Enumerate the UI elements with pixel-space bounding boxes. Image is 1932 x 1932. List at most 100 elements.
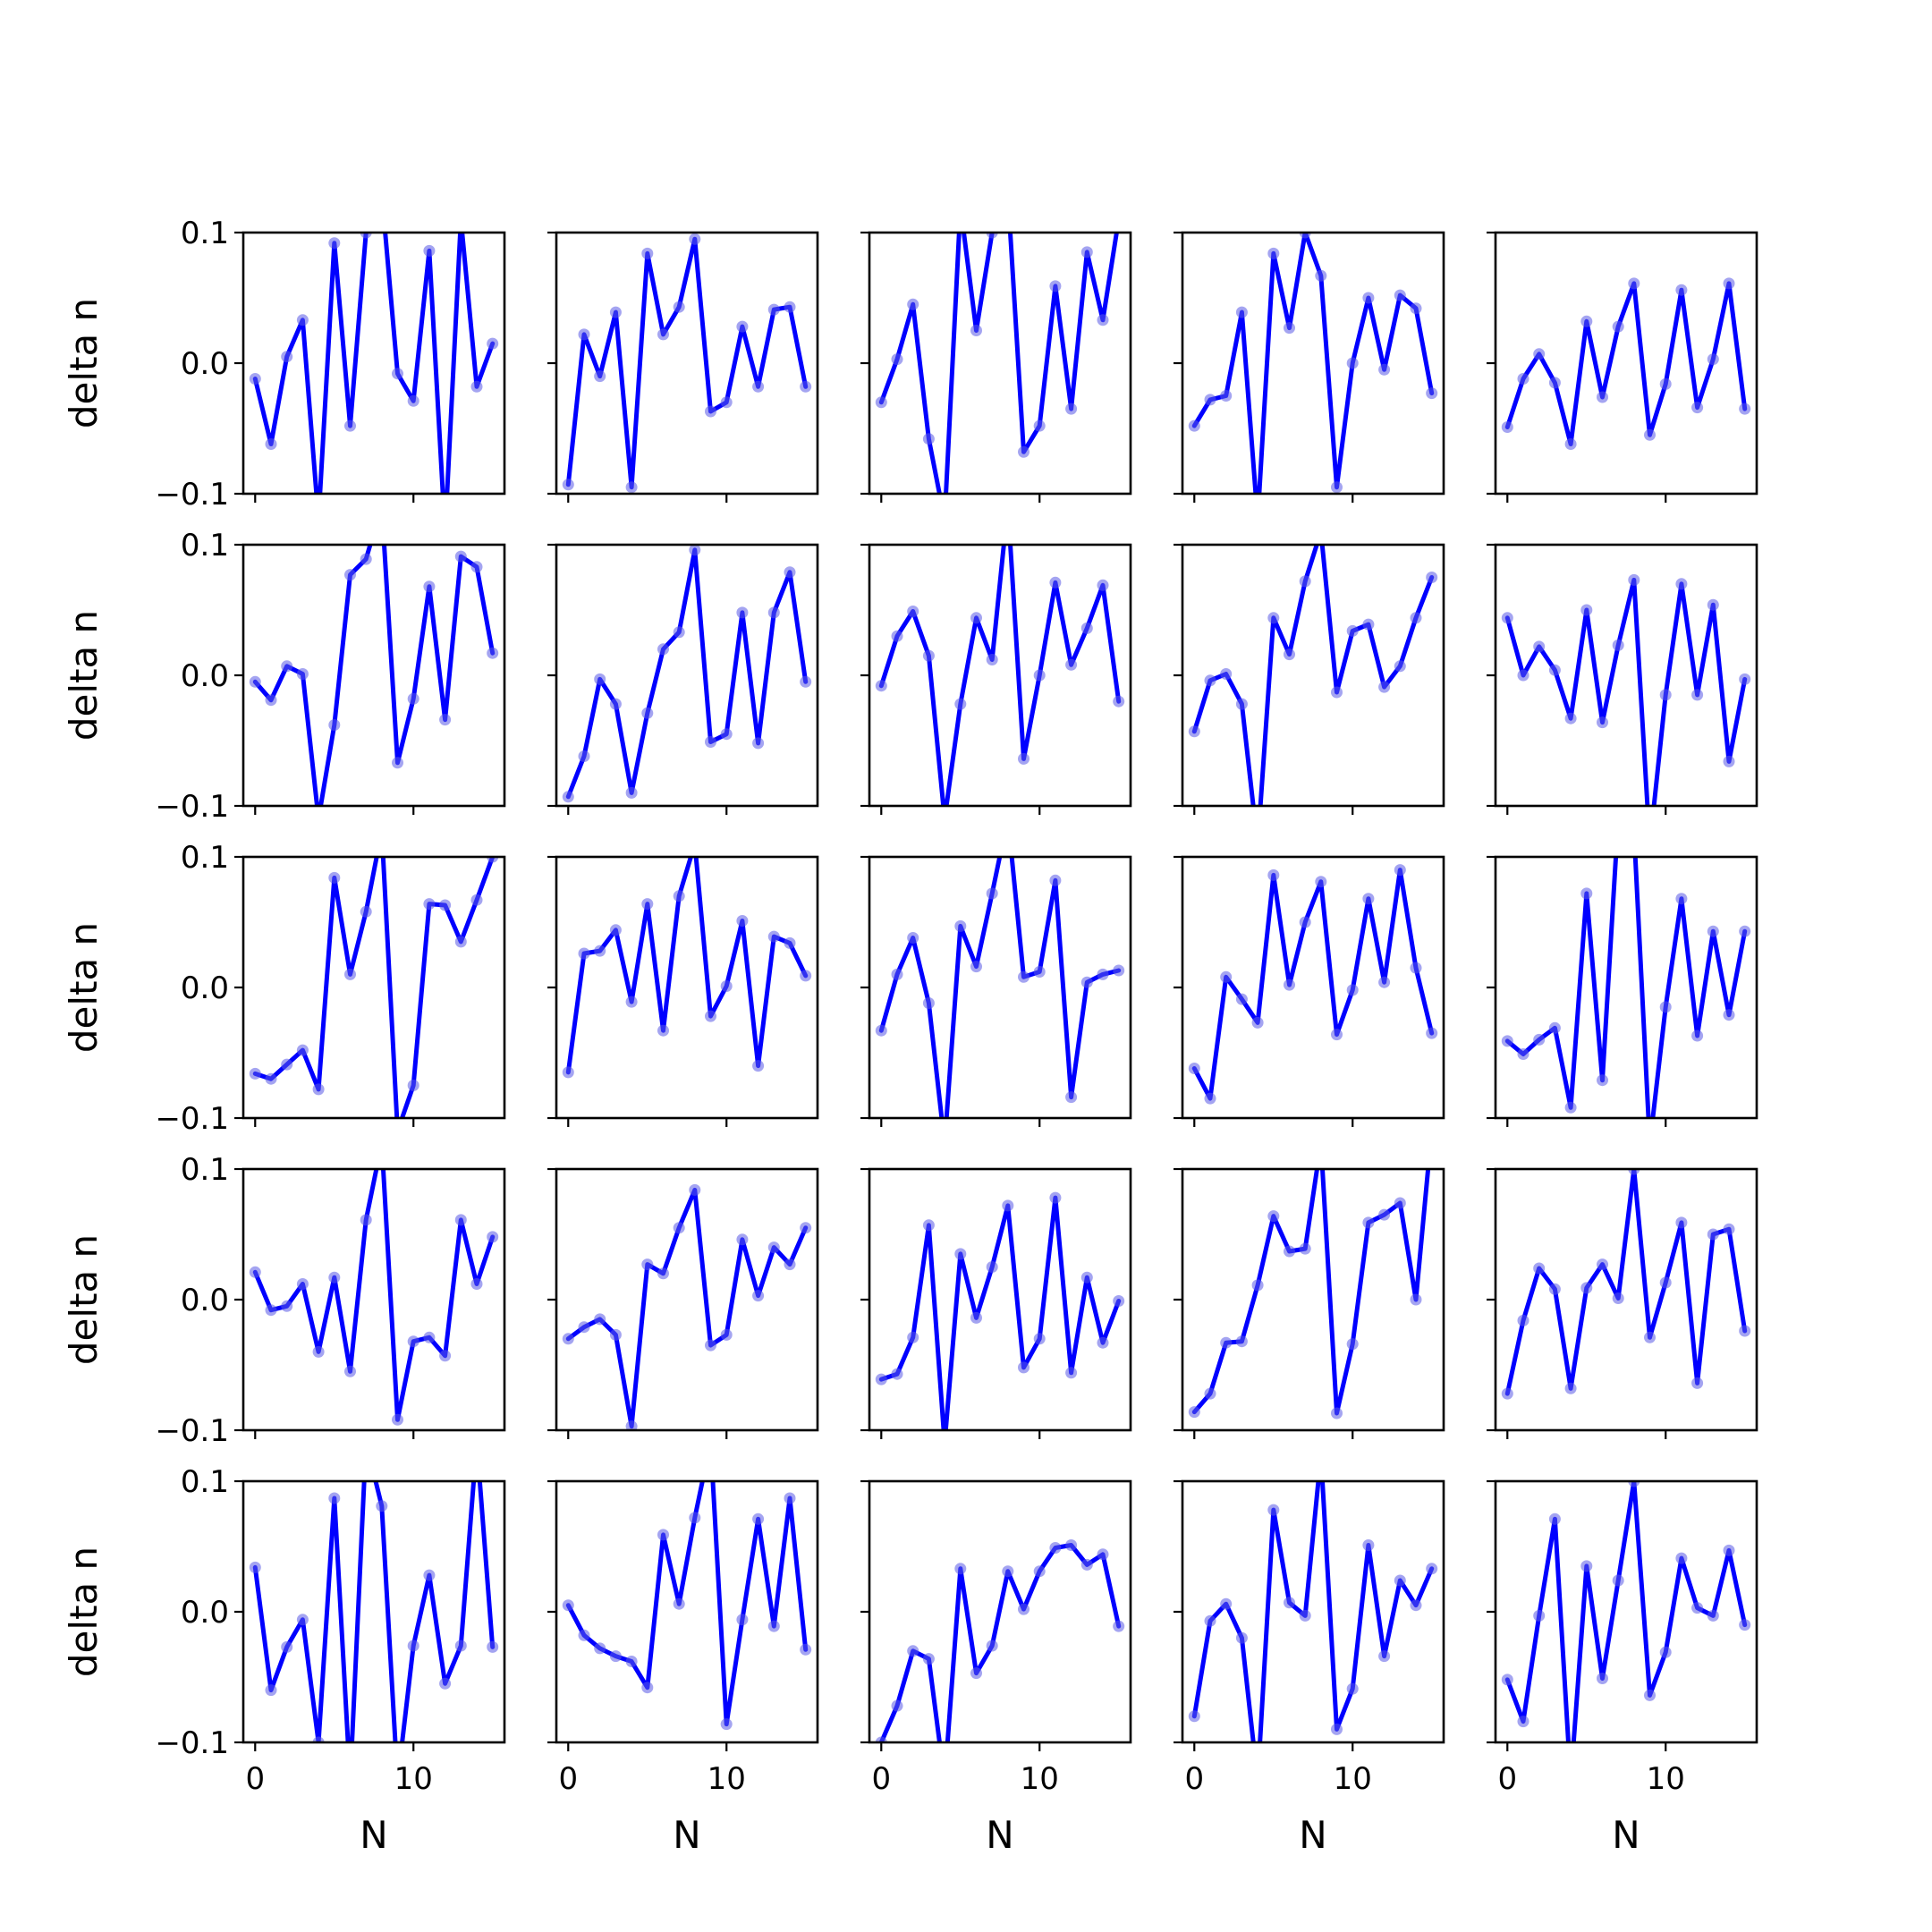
subplot-r5-c2: 0 10N bbox=[547, 1479, 819, 1857]
data-point bbox=[1097, 1548, 1109, 1561]
data-point bbox=[1220, 1597, 1233, 1610]
data-point bbox=[673, 626, 685, 639]
data-point bbox=[907, 606, 919, 617]
data-point bbox=[800, 675, 812, 688]
y-tick-label: −0.1 bbox=[155, 1725, 229, 1761]
x-tick-label: 0 bbox=[871, 1761, 891, 1797]
data-point bbox=[641, 707, 654, 719]
y-axis-label: delta n bbox=[62, 298, 106, 428]
data-point bbox=[1394, 660, 1406, 673]
y-axis-label: delta n bbox=[62, 922, 106, 1053]
data-point bbox=[471, 1436, 483, 1448]
plot-area bbox=[1501, 277, 1751, 450]
data-point bbox=[1580, 887, 1593, 900]
data-point bbox=[784, 566, 796, 579]
data-point bbox=[1548, 1021, 1561, 1034]
data-point bbox=[875, 1024, 887, 1037]
data-point bbox=[1548, 664, 1561, 676]
data-point bbox=[296, 314, 309, 326]
data-point bbox=[1049, 874, 1062, 886]
data-point bbox=[1597, 716, 1608, 729]
data-point bbox=[641, 1258, 654, 1271]
data-point bbox=[705, 736, 716, 748]
series-line bbox=[565, 236, 809, 490]
data-point bbox=[752, 1290, 765, 1302]
data-point bbox=[1299, 1242, 1311, 1255]
data-point bbox=[249, 675, 261, 688]
data-point bbox=[423, 1569, 436, 1581]
series-line bbox=[1504, 281, 1748, 446]
series-line bbox=[1191, 545, 1435, 806]
data-point bbox=[594, 1642, 606, 1655]
data-point bbox=[1204, 674, 1216, 687]
subplot-r4-c2 bbox=[547, 1167, 819, 1439]
x-tick-label: 10 bbox=[708, 1761, 746, 1797]
plot-area bbox=[875, 188, 1119, 526]
data-point bbox=[875, 680, 887, 692]
data-point bbox=[1002, 188, 1013, 199]
data-point bbox=[1267, 869, 1280, 881]
data-point bbox=[1113, 695, 1125, 708]
y-tick-label: 0.0 bbox=[181, 1283, 229, 1318]
data-point bbox=[455, 214, 467, 225]
y-axis-label: delta n bbox=[62, 1234, 106, 1365]
data-point bbox=[1612, 639, 1624, 651]
series-line bbox=[565, 1481, 809, 1727]
data-point bbox=[1346, 1682, 1359, 1695]
data-point bbox=[609, 306, 622, 318]
data-point bbox=[1394, 289, 1406, 301]
data-point bbox=[986, 233, 998, 239]
data-point bbox=[376, 1137, 387, 1148]
data-point bbox=[1284, 979, 1295, 991]
data-point bbox=[767, 1241, 780, 1254]
data-point bbox=[1267, 247, 1280, 259]
plot-area bbox=[249, 1137, 499, 1426]
data-point bbox=[1065, 1091, 1078, 1104]
data-point bbox=[657, 1267, 669, 1280]
series-line bbox=[1504, 577, 1748, 806]
data-point bbox=[673, 301, 685, 313]
data-point bbox=[439, 1677, 452, 1690]
data-point bbox=[1517, 1314, 1530, 1326]
subplot-r4-c4 bbox=[1174, 1137, 1445, 1439]
y-tick-label: 0.0 bbox=[181, 658, 229, 694]
data-point bbox=[922, 997, 935, 1009]
data-point bbox=[439, 527, 451, 538]
subplot-r2-c1: 0.1 0.0 −0.1 delta n bbox=[62, 528, 506, 825]
data-point bbox=[1331, 1029, 1343, 1041]
data-point bbox=[1235, 698, 1248, 710]
series-line bbox=[252, 857, 496, 1118]
x-axis-label: N bbox=[1612, 1813, 1640, 1857]
data-point bbox=[1707, 353, 1719, 366]
data-point bbox=[1580, 1560, 1593, 1572]
data-point bbox=[1188, 1406, 1200, 1419]
data-point bbox=[1628, 1481, 1640, 1487]
data-point bbox=[1410, 302, 1422, 315]
data-point bbox=[1065, 658, 1078, 671]
data-point bbox=[939, 514, 951, 526]
data-point bbox=[1251, 1279, 1264, 1292]
data-point bbox=[1644, 1139, 1656, 1150]
data-point bbox=[1188, 1063, 1200, 1074]
data-point bbox=[752, 737, 765, 750]
plot-area bbox=[875, 1191, 1125, 1430]
x-tick-label: 0 bbox=[1184, 1761, 1204, 1797]
plot-area bbox=[1188, 1481, 1438, 1742]
subplot-r1-c4 bbox=[1174, 231, 1445, 503]
data-point bbox=[1113, 1295, 1125, 1307]
data-point bbox=[970, 1311, 982, 1324]
y-tick-label: −0.1 bbox=[155, 477, 229, 513]
data-point bbox=[1378, 976, 1391, 988]
data-point bbox=[360, 1214, 372, 1226]
data-point bbox=[1410, 1599, 1422, 1612]
data-point bbox=[1315, 1137, 1326, 1148]
data-point bbox=[249, 1067, 261, 1080]
data-point bbox=[562, 1066, 574, 1079]
data-point bbox=[470, 894, 483, 906]
plot-area bbox=[562, 545, 812, 803]
data-point bbox=[689, 545, 701, 556]
data-point bbox=[470, 1278, 483, 1290]
data-point bbox=[1235, 993, 1248, 1005]
data-point bbox=[1580, 1282, 1593, 1294]
y-tick-label: 0.1 bbox=[181, 1152, 229, 1188]
